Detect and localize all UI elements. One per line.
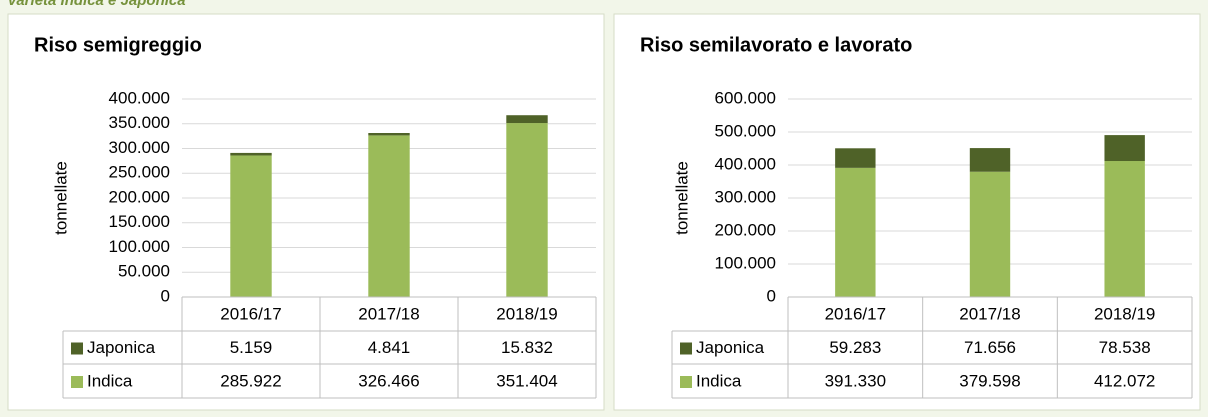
y-tick-label: 400.000 (715, 154, 776, 173)
chart-title: Riso semilavorato e lavorato (640, 34, 912, 56)
x-tick-label: 2016/17 (220, 304, 281, 323)
panel (613, 13, 1201, 411)
x-tick-label: 2018/19 (1094, 304, 1155, 323)
y-tick-label: 200.000 (715, 220, 776, 239)
table-value: 391.330 (825, 371, 886, 390)
y-tick-label: 0 (161, 286, 170, 305)
y-tick-label: 0 (767, 286, 776, 305)
x-tick-label: 2017/18 (358, 304, 419, 323)
x-tick-label: 2018/19 (496, 304, 557, 323)
bar (506, 123, 548, 297)
legend-label: Japonica (87, 338, 156, 357)
table-value: 71.656 (964, 338, 1016, 357)
table-value: 78.538 (1099, 338, 1151, 357)
y-tick-label: 350.000 (109, 113, 170, 132)
table-value: 59.283 (829, 338, 881, 357)
y-tick-label: 50.000 (118, 262, 170, 281)
bar (969, 171, 1011, 297)
y-tick-label: 100.000 (109, 237, 170, 256)
bar (1104, 135, 1145, 162)
y-tick-label: 300.000 (715, 187, 776, 206)
table-value: 326.466 (358, 371, 419, 390)
legend-label: Indica (696, 371, 742, 390)
legend-swatch (680, 376, 692, 388)
bar (506, 115, 548, 124)
chart-title: Riso semigreggio (34, 34, 202, 56)
bar (368, 133, 410, 136)
legend-swatch (71, 342, 83, 355)
y-axis-label: tonnellate (51, 161, 70, 235)
bar (835, 148, 876, 168)
bar (969, 148, 1011, 172)
y-tick-label: 300.000 (109, 138, 170, 157)
y-tick-label: 200.000 (109, 187, 170, 206)
y-tick-label: 150.000 (109, 212, 170, 231)
legend-label: Indica (87, 371, 133, 390)
table-value: 5.159 (230, 338, 273, 357)
y-tick-label: 250.000 (109, 163, 170, 182)
table-value: 379.598 (959, 371, 1020, 390)
y-tick-label: 500.000 (715, 121, 776, 140)
table-value: 412.072 (1094, 371, 1155, 390)
bar (230, 152, 272, 156)
y-tick-label: 100.000 (715, 253, 776, 272)
header-title: varietà Indica e Japonica (8, 0, 186, 9)
legend-swatch (680, 342, 692, 355)
panel (7, 13, 605, 411)
legend-swatch (71, 376, 83, 388)
bar (368, 135, 410, 297)
table-value: 285.922 (220, 371, 281, 390)
x-tick-label: 2017/18 (959, 304, 1020, 323)
x-tick-label: 2016/17 (825, 304, 886, 323)
y-axis-label: tonnellate (672, 161, 691, 235)
table-value: 351.404 (496, 371, 557, 390)
table-value: 15.832 (501, 338, 553, 357)
y-tick-label: 600.000 (715, 88, 776, 107)
table-value: 4.841 (368, 338, 411, 357)
bar (230, 155, 272, 297)
y-tick-label: 400.000 (109, 88, 170, 107)
bar (1104, 161, 1145, 297)
legend-label: Japonica (696, 338, 765, 357)
bar (835, 167, 876, 297)
